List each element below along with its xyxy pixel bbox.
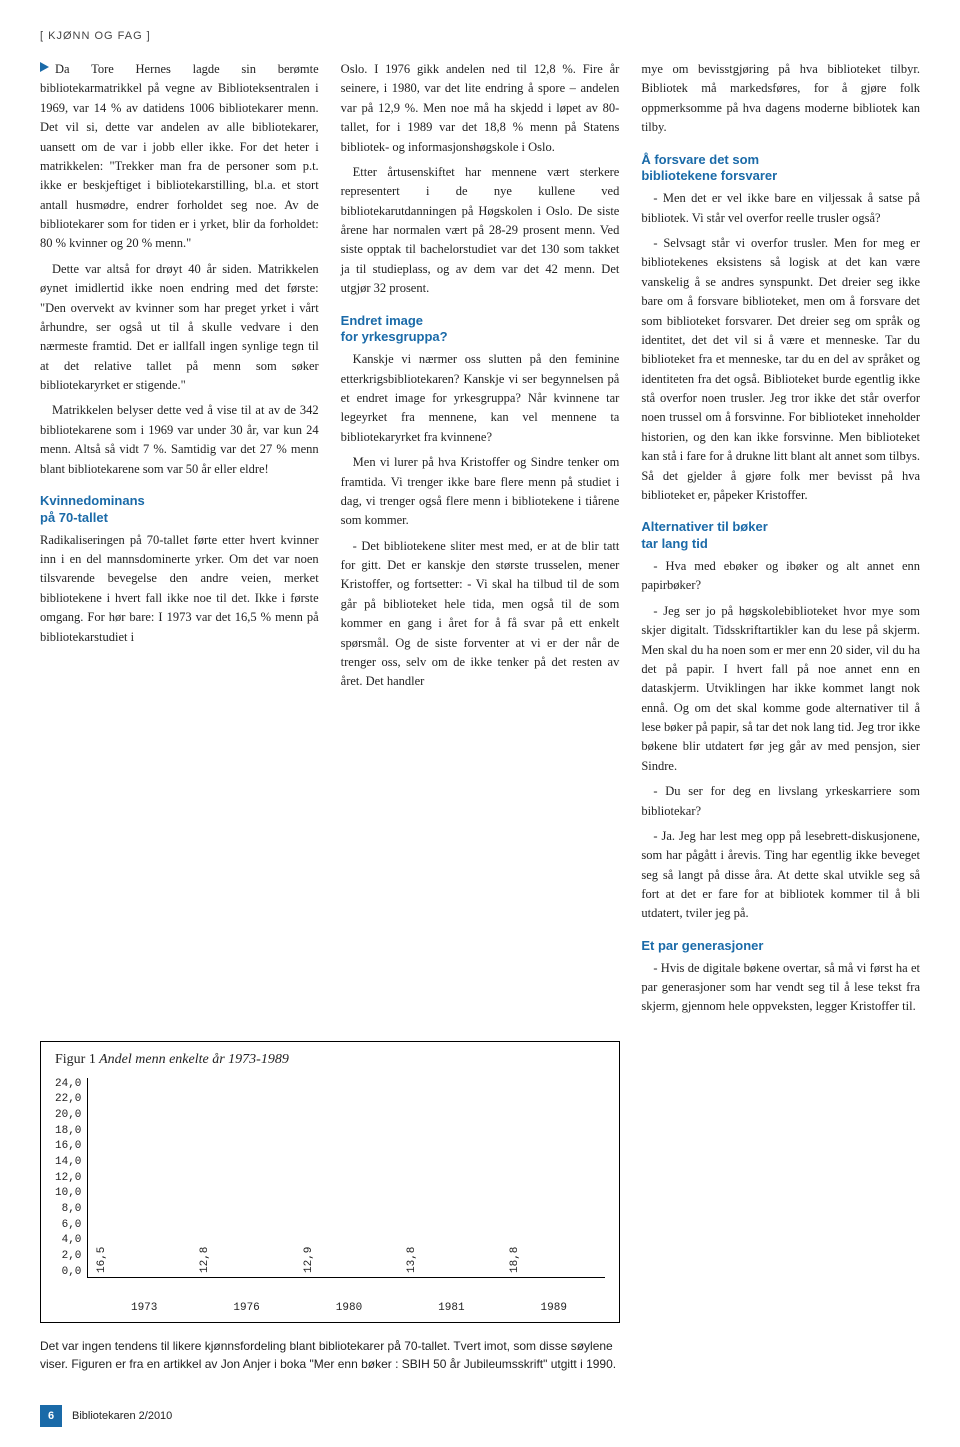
subhead-line: på 70-tallet — [40, 510, 108, 525]
subhead-line: bibliotekene forsvarer — [641, 168, 777, 183]
chart-title-prefix: Figur 1 — [55, 1052, 96, 1067]
y-tick-label: 4,0 — [62, 1234, 82, 1246]
chart-title-text: Andel menn enkelte år 1973-1989 — [99, 1052, 289, 1067]
paragraph: Etter årtusenskiftet har mennene vært st… — [341, 163, 620, 299]
y-tick-label: 12,0 — [55, 1172, 81, 1184]
column-1: Da Tore Hernes lagde sin berømte bibliot… — [40, 60, 319, 1023]
subheading: Alternativer til bøker tar lang tid — [641, 519, 920, 553]
y-tick-label: 22,0 — [55, 1093, 81, 1105]
paragraph: Men vi lurer på hva Kristoffer og Sindre… — [341, 453, 620, 531]
bullet-triangle-icon — [40, 62, 49, 72]
paragraph: - Selvsagt står vi overfor trusler. Men … — [641, 234, 920, 505]
subheading: Et par generasjoner — [641, 938, 920, 955]
x-tick-label: 1989 — [519, 1302, 589, 1314]
y-tick-label: 24,0 — [55, 1078, 81, 1090]
subhead-line: for yrkesgruppa? — [341, 329, 448, 344]
bar-value-label: 13,8 — [406, 1246, 418, 1272]
x-axis-labels: 1973 1976 1980 1981 1989 — [93, 1302, 605, 1314]
y-tick-label: 8,0 — [62, 1203, 82, 1215]
y-tick-label: 14,0 — [55, 1156, 81, 1168]
bar-value-label: 18,8 — [509, 1246, 521, 1272]
y-tick-label: 0,0 — [62, 1266, 82, 1278]
bar-value-label: 16,5 — [96, 1246, 108, 1272]
subhead-line: Å forsvare det som — [641, 152, 759, 167]
subheading: Kvinnedominans på 70-tallet — [40, 493, 319, 527]
column-2: Oslo. I 1976 gikk andelen ned til 12,8 %… — [341, 60, 620, 1023]
paragraph: - Det bibliotekene sliter mest med, er a… — [341, 537, 620, 692]
paragraph: - Ja. Jeg har lest meg opp på lesebrett-… — [641, 827, 920, 924]
subhead-line: tar lang tid — [641, 536, 707, 551]
paragraph: Da Tore Hernes lagde sin berømte bibliot… — [40, 60, 319, 254]
paragraph: - Hvis de digitale bøkene overtar, så må… — [641, 959, 920, 1017]
subhead-line: Kvinnedominans — [40, 493, 145, 508]
y-tick-label: 20,0 — [55, 1109, 81, 1121]
y-tick-label: 6,0 — [62, 1219, 82, 1231]
column-3-continued — [642, 1023, 920, 1373]
paragraph: mye om bevisstgjøring på hva biblioteket… — [641, 60, 920, 138]
chart-title: Figur 1 Andel menn enkelte år 1973-1989 — [55, 1052, 605, 1068]
x-tick-label: 1976 — [212, 1302, 282, 1314]
y-tick-label: 16,0 — [55, 1140, 81, 1152]
paragraph: - Du ser for deg en livslang yrkeskarrie… — [641, 782, 920, 821]
section-tag: [ KJØNN OG FAG ] — [40, 30, 920, 42]
page-number: 6 — [40, 1405, 62, 1427]
subheading: Å forsvare det som bibliotekene forsvare… — [641, 152, 920, 186]
paragraph: Oslo. I 1976 gikk andelen ned til 12,8 %… — [341, 60, 620, 157]
y-tick-label: 10,0 — [55, 1187, 81, 1199]
lower-row: Figur 1 Andel menn enkelte år 1973-1989 … — [40, 1023, 920, 1373]
y-tick-label: 18,0 — [55, 1125, 81, 1137]
figure-wrapper: Figur 1 Andel menn enkelte år 1973-1989 … — [40, 1023, 620, 1373]
paragraph: Dette var altså for drøyt 40 år siden. M… — [40, 260, 319, 396]
x-tick-label: 1973 — [109, 1302, 179, 1314]
subheading: Endret image for yrkesgruppa? — [341, 313, 620, 347]
subhead-line: Endret image — [341, 313, 423, 328]
paragraph: - Men det er vel ikke bare en viljessak … — [641, 189, 920, 228]
bar-chart: Figur 1 Andel menn enkelte år 1973-1989 … — [40, 1041, 620, 1323]
y-axis: 24,0 22,0 20,0 18,0 16,0 14,0 12,0 10,0 8,0 6,0 4,… — [55, 1078, 87, 1278]
chart-area: 24,0 22,0 20,0 18,0 16,0 14,0 12,0 10,0 8,0 6,0 4,… — [55, 1078, 605, 1298]
y-tick-label: 2,0 — [62, 1250, 82, 1262]
paragraph: - Hva med ebøker og ibøker og alt annet … — [641, 557, 920, 596]
paragraph: Matrikkelen belyser dette ved å vise til… — [40, 401, 319, 479]
text: Da Tore Hernes lagde sin berømte bibliot… — [40, 62, 319, 250]
paragraph: Kanskje vi nærmer oss slutten på den fem… — [341, 350, 620, 447]
subhead-line: Alternativer til bøker — [641, 519, 767, 534]
bar-value-label: 12,9 — [303, 1246, 315, 1272]
figure-block: Figur 1 Andel menn enkelte år 1973-1989 … — [40, 1041, 620, 1373]
paragraph: Radikaliseringen på 70-tallet førte ette… — [40, 531, 319, 647]
paragraph: - Jeg ser jo på høgskolebiblioteket hvor… — [641, 602, 920, 776]
page-footer: 6 Bibliotekaren 2/2010 — [40, 1405, 920, 1427]
bar-value-label: 12,8 — [199, 1246, 211, 1272]
x-tick-label: 1981 — [416, 1302, 486, 1314]
x-tick-label: 1980 — [314, 1302, 384, 1314]
text-columns: Da Tore Hernes lagde sin berømte bibliot… — [40, 60, 920, 1023]
publication-name: Bibliotekaren 2/2010 — [72, 1410, 172, 1422]
figure-caption: Det var ingen tendens til likere kjønnsf… — [40, 1337, 620, 1373]
chart-plot: 16,5 12,8 12,9 13,8 18,8 — [87, 1078, 605, 1278]
column-3: mye om bevisstgjøring på hva biblioteket… — [641, 60, 920, 1023]
